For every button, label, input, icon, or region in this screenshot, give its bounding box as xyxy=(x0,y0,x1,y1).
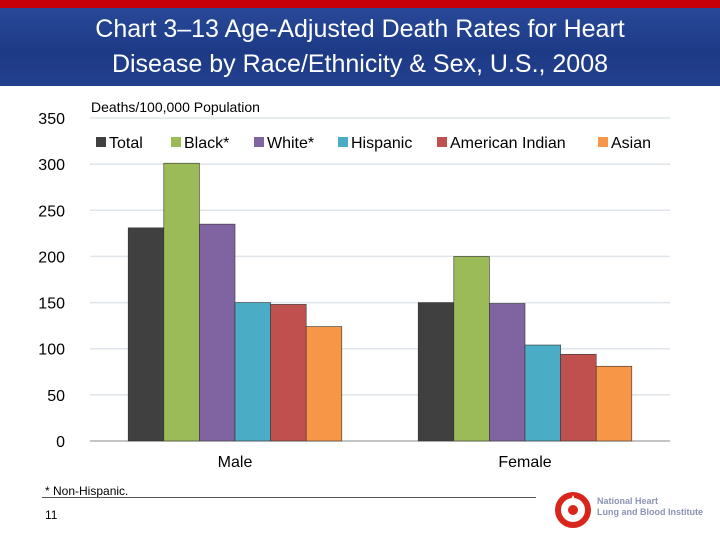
legend-label: Asian xyxy=(611,135,651,152)
nhlbi-logo: National Heart Lung and Blood Institute xyxy=(553,490,703,530)
y-tick-label: 150 xyxy=(38,296,65,313)
header-stripe xyxy=(0,0,720,8)
legend-swatch xyxy=(338,137,348,147)
bar-female-white xyxy=(489,303,526,442)
y-tick-label: 100 xyxy=(38,342,65,359)
bar-female-black xyxy=(453,256,490,442)
legend-label: Black* xyxy=(184,135,229,152)
footnote-divider xyxy=(42,497,536,498)
slide-title: Chart 3–13 Age-Adjusted Death Rates for … xyxy=(0,12,720,82)
bar-male-hispanic xyxy=(234,302,271,442)
title-line-2: Disease by Race/Ethnicity & Sex, U.S., 2… xyxy=(111,50,609,78)
bar-female-american-indian xyxy=(560,353,597,442)
bar-male-white xyxy=(199,223,236,442)
legend-swatch xyxy=(171,137,181,147)
y-axis-label: Deaths/100,000 Population xyxy=(91,99,260,115)
x-tick-label: Male xyxy=(218,454,253,471)
logo-text: National Heart Lung and Blood Institute xyxy=(597,496,703,517)
nhlbi-logo-icon xyxy=(555,492,591,528)
x-tick-label: Female xyxy=(498,454,551,471)
legend-label: Hispanic xyxy=(351,135,412,152)
bar-male-asian xyxy=(305,326,343,442)
y-tick-label: 300 xyxy=(38,157,65,174)
legend-label: American Indian xyxy=(450,135,566,152)
title-line-1: Chart 3–13 Age-Adjusted Death Rates for … xyxy=(95,15,625,43)
legend-swatch xyxy=(437,137,447,147)
bar-female-asian xyxy=(595,365,633,442)
legend-swatch xyxy=(254,137,264,147)
legend-label: White* xyxy=(267,135,314,152)
y-tick-label: 350 xyxy=(38,111,65,128)
y-tick-label: 0 xyxy=(56,434,65,451)
y-tick-label: 250 xyxy=(38,203,65,220)
title-banner: Chart 3–13 Age-Adjusted Death Rates for … xyxy=(0,0,720,86)
footnote: * Non-Hispanic. xyxy=(45,484,129,498)
bar-male-total xyxy=(127,227,165,442)
bar-male-black xyxy=(163,162,200,442)
legend-swatch xyxy=(598,137,608,147)
y-tick-label: 200 xyxy=(38,249,65,266)
y-tick-label: 50 xyxy=(47,388,65,405)
legend-swatch xyxy=(96,137,106,147)
legend-label: Total xyxy=(109,135,143,152)
bar-male-american-indian xyxy=(270,304,307,442)
page-number: 11 xyxy=(45,508,58,522)
bar-female-hispanic xyxy=(524,344,561,442)
bar-female-total xyxy=(417,302,455,442)
